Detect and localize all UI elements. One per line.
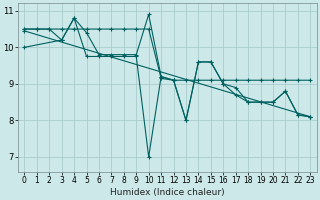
X-axis label: Humidex (Indice chaleur): Humidex (Indice chaleur) bbox=[110, 188, 225, 197]
